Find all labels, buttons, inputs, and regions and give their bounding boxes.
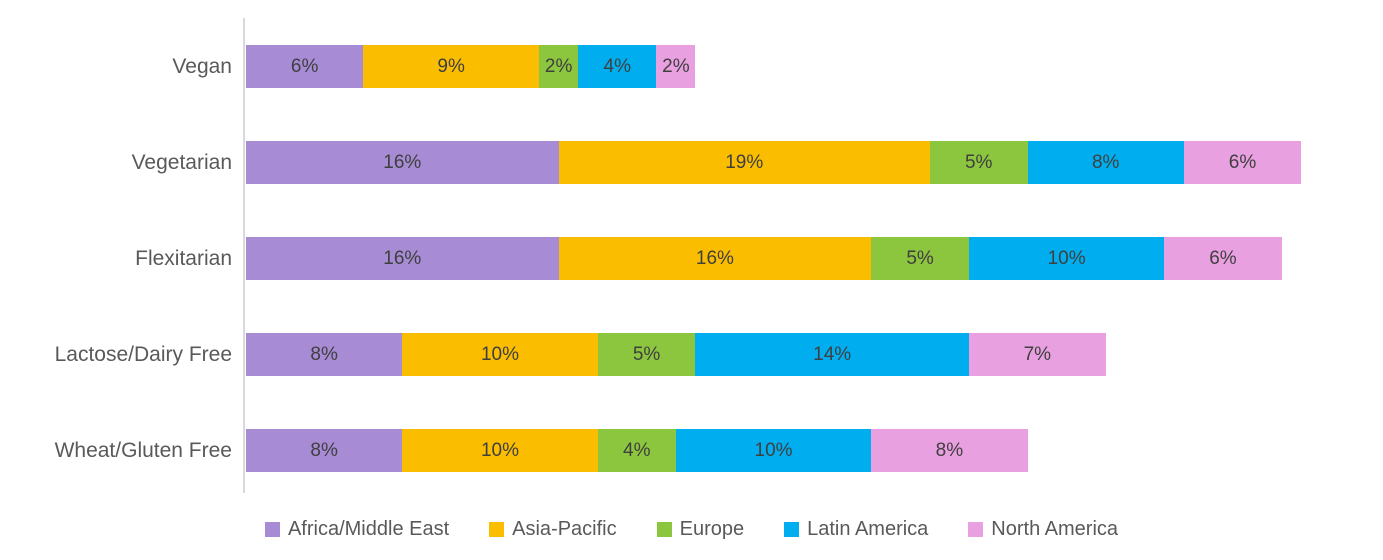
data-label: 16% — [383, 151, 422, 173]
bar-segment: 2% — [656, 45, 696, 88]
data-label: 10% — [480, 343, 520, 365]
bar-segment: 14% — [695, 333, 969, 376]
data-label: 8% — [1091, 151, 1120, 173]
category-label: Flexitarian — [135, 247, 232, 270]
data-label: 2% — [662, 55, 690, 77]
bar-segment: 10% — [968, 237, 1165, 280]
legend-swatch — [968, 521, 984, 537]
data-label: 5% — [964, 151, 993, 173]
bar-segment: 8% — [871, 429, 1028, 472]
bar-segment: 10% — [675, 429, 872, 472]
bar-row: 6% 9% 2% 4% 2% — [246, 45, 696, 88]
bar-segment: 10% — [402, 333, 598, 376]
legend-label: Africa/Middle East — [287, 517, 450, 540]
legend-label: Asia-Pacific — [512, 517, 617, 540]
data-label: 6% — [1228, 151, 1257, 173]
legend-item: Latin America — [784, 518, 928, 541]
legend-swatch — [656, 521, 672, 537]
y-axis-line — [243, 18, 245, 493]
legend-swatch — [264, 521, 280, 537]
data-label: 8% — [310, 439, 338, 461]
data-label: 8% — [310, 343, 338, 365]
data-label: 10% — [754, 439, 793, 461]
bar-row: 16% 16% 5% 10% 6% — [246, 237, 1282, 280]
bar-segment: 6% — [246, 45, 364, 88]
bar-segment: 16% — [246, 141, 559, 184]
legend-swatch — [489, 521, 505, 537]
data-label: 14% — [813, 343, 852, 365]
bar-segment: 16% — [558, 237, 872, 280]
bar-segment: 5% — [929, 141, 1028, 184]
data-label: 4% — [623, 439, 651, 461]
data-label: 5% — [632, 343, 661, 365]
data-label: 6% — [290, 55, 319, 77]
legend: Africa/Middle East Asia-Pacific Europe Lati… — [0, 514, 1383, 544]
category-label: Vegetarian — [131, 151, 232, 174]
bar-segment: 5% — [871, 237, 969, 280]
category-label: Lactose/Dairy Free — [54, 343, 232, 366]
data-label: 4% — [603, 55, 631, 77]
bar-segment: 8% — [246, 429, 403, 472]
bar-segment: 7% — [968, 333, 1106, 376]
legend-swatch — [784, 521, 800, 537]
legend-item: North America — [968, 518, 1118, 541]
data-label: 10% — [480, 439, 520, 461]
bar-row: 16% 19% 5% 8% 6% — [246, 141, 1302, 184]
bar-segment: 4% — [578, 45, 657, 88]
bar-segment: 2% — [539, 45, 579, 88]
legend-item: Africa/Middle East — [264, 517, 450, 541]
data-label: 19% — [725, 151, 764, 173]
data-label: 7% — [1023, 343, 1052, 365]
data-label: 8% — [935, 439, 964, 461]
bar-segment: 9% — [363, 45, 540, 88]
bar-segment: 6% — [1183, 141, 1302, 184]
legend-label: Europe — [679, 517, 745, 540]
bar-segment: 10% — [402, 429, 598, 472]
data-label: 16% — [695, 247, 734, 269]
data-label: 2% — [544, 55, 573, 77]
legend-item: Asia-Pacific — [489, 517, 617, 541]
data-label: 16% — [383, 247, 422, 269]
bar-segment: 19% — [558, 141, 930, 184]
legend-label: North America — [991, 517, 1119, 540]
data-label: 9% — [437, 55, 465, 77]
bar-row: 8% 10% 5% 14% 7% — [246, 333, 1106, 376]
bar-segment: 16% — [246, 237, 559, 280]
bar-segment: 5% — [597, 333, 696, 376]
bar-segment: 4% — [597, 429, 676, 472]
legend-label: Latin America — [807, 517, 929, 540]
category-label: Wheat/Gluten Free — [54, 439, 232, 462]
data-label: 10% — [1047, 247, 1086, 269]
legend-item: Europe — [656, 517, 745, 541]
bar-segment: 8% — [1027, 141, 1184, 184]
data-label: 5% — [906, 247, 934, 269]
data-label: 6% — [1209, 247, 1237, 269]
category-label: Vegan — [172, 55, 232, 78]
bar-segment: 8% — [246, 333, 403, 376]
bar-row: 8% 10% 4% 10% 8% — [246, 429, 1028, 472]
bar-segment: 6% — [1164, 237, 1282, 280]
